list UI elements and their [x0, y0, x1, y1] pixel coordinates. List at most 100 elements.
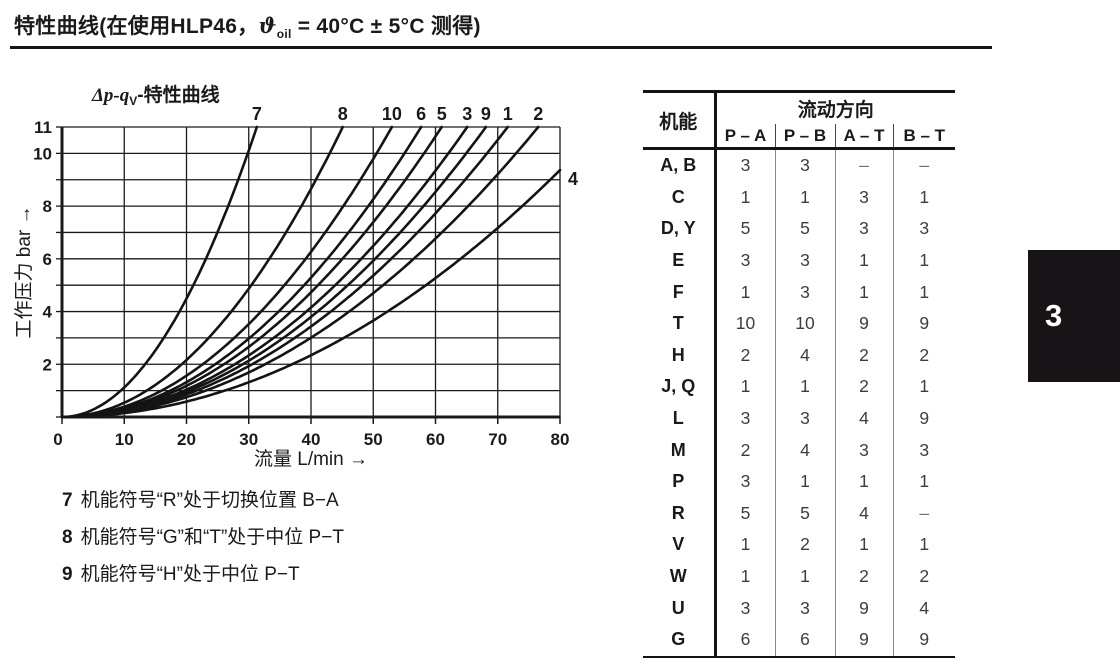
pressure-class-cell: 4: [835, 497, 894, 530]
page-title: 特性曲线(在使用HLP46，ϑoil = 40°C ± 5°C 测得): [14, 10, 481, 41]
function-code-cell: D, Y: [643, 213, 717, 245]
note-number: 8: [62, 527, 73, 548]
pressure-class-cell: 6: [775, 623, 836, 657]
flow-table: 机能 流动方向 P – A P – B A – T B – T A, B 3 3– –…: [643, 90, 955, 658]
note-line: 9 机能符号“H”处于中位 P−T: [62, 560, 344, 597]
pressure-class-cell: 9: [835, 307, 894, 340]
table-row: T 10 10 9 9: [643, 307, 955, 340]
y-tick-label: 2: [43, 355, 52, 374]
function-code-cell: F: [643, 276, 717, 308]
pressure-class-cell: 2: [715, 339, 776, 372]
curve-3: [60, 125, 469, 419]
section-tab-number: 3: [1045, 298, 1063, 333]
pressure-class-cell: 3: [775, 244, 836, 277]
pressure-class-cell: 1: [919, 186, 930, 207]
pressure-class-cell: 2: [775, 529, 836, 561]
function-code-cell: J, Q: [643, 371, 717, 403]
x-axis-title: 流量 L/min →: [254, 448, 368, 470]
pressure-class-cell: 5: [715, 213, 776, 245]
x-tick-label: 50: [364, 430, 383, 449]
curve-label-5: 5: [437, 104, 447, 124]
pressure-class-cell: 9: [919, 408, 930, 429]
pressure-class-cell: 1: [715, 560, 776, 593]
curve-label-9: 9: [481, 104, 491, 124]
page-title-paren: (在使用HLP46，: [99, 15, 259, 38]
pressure-class-cell: 4: [775, 339, 836, 372]
pressure-class-cell: 9: [835, 623, 894, 657]
function-code-cell: A, B: [643, 148, 717, 182]
pressure-class-cell: 1: [835, 276, 894, 308]
curve-4: [60, 168, 562, 419]
pressure-class-cell: 9: [919, 629, 930, 650]
curve-5: [60, 125, 443, 419]
curve-7: [60, 125, 259, 419]
pressure-class-cell: 1: [835, 244, 894, 277]
curve-label-8: 8: [338, 104, 348, 124]
pressure-class-cell: 3: [835, 181, 894, 214]
pressure-class-cell: 4: [775, 434, 836, 466]
x-tick-label: 0: [53, 430, 62, 449]
x-tick-label: 80: [551, 430, 570, 449]
table-header-row-1: 机能 流动方向: [643, 91, 955, 150]
pressure-class-cell: 6: [715, 623, 776, 657]
pressure-class-cell: –: [919, 155, 930, 176]
pressure-class-cell: 3: [715, 148, 776, 182]
pressure-class-cell: 4: [919, 597, 930, 618]
x-tick-label: 70: [488, 430, 507, 449]
chart-notes: 7 机能符号“R”处于切换位置 B−A 8 机能符号“G”和“T”处于中位 P−T 9 机…: [62, 486, 344, 597]
curve-label-6: 6: [416, 104, 426, 124]
curve-label-3: 3: [462, 104, 472, 124]
note-line: 8 机能符号“G”和“T”处于中位 P−T: [62, 523, 344, 560]
table-body: A, B 3 3– – C 1 1 3 1 D, Y 5 5 3 3 E 3 3 1 1 F 1 3 1 1 T 10 10 9 9 H 2…: [643, 148, 955, 657]
pressure-class-cell: 10: [715, 307, 776, 340]
table-row: R 5 5 4–: [643, 497, 955, 530]
section-tab: 3: [1028, 250, 1120, 382]
function-code-cell: R: [643, 497, 717, 530]
header-function: 机能: [643, 91, 717, 150]
function-code-cell: H: [643, 339, 717, 372]
pressure-class-cell: –: [835, 148, 894, 182]
pressure-class-cell: 1: [715, 371, 776, 403]
pressure-class-cell: 1: [715, 276, 776, 308]
function-code-cell: P: [643, 465, 717, 498]
pressure-class-cell: 1: [715, 181, 776, 214]
header-a-t: A – T: [835, 124, 894, 150]
pressure-class-cell: 10: [775, 307, 836, 340]
function-code-cell: E: [643, 244, 717, 277]
theta-subscript: oil: [276, 27, 292, 41]
note-number: 9: [62, 564, 73, 585]
pressure-class-cell: 3: [775, 592, 836, 624]
pressure-class-cell: 3: [715, 402, 776, 435]
y-tick-label: 10: [33, 144, 52, 163]
pressure-class-cell: 3: [919, 439, 930, 460]
page-title-bold: 特性曲线: [14, 15, 100, 38]
x-tick-label: 10: [115, 430, 134, 449]
curve-label-7: 7: [252, 104, 262, 124]
title-rule: [10, 46, 992, 49]
chart-heading-subscript: V: [129, 94, 138, 108]
pressure-class-cell: 3: [835, 434, 894, 466]
function-code-cell: U: [643, 592, 717, 624]
pressure-class-cell: 3: [919, 218, 930, 239]
x-tick-label: 30: [239, 430, 258, 449]
curve-10: [60, 125, 394, 419]
header-p-a: P – A: [715, 124, 776, 150]
theta-symbol: ϑ: [258, 13, 277, 38]
pressure-class-cell: 1: [775, 465, 836, 498]
function-code-cell: W: [643, 560, 717, 593]
pressure-class-cell: 1: [835, 465, 894, 498]
function-code-cell: M: [643, 434, 717, 466]
pressure-class-cell: 5: [775, 213, 836, 245]
chart-heading: Δp-qV-特性曲线: [92, 80, 220, 108]
function-code-cell: C: [643, 181, 717, 214]
pressure-class-cell: 9: [835, 592, 894, 624]
pressure-class-cell: 5: [775, 497, 836, 530]
header-p-b: P – B: [775, 124, 836, 150]
